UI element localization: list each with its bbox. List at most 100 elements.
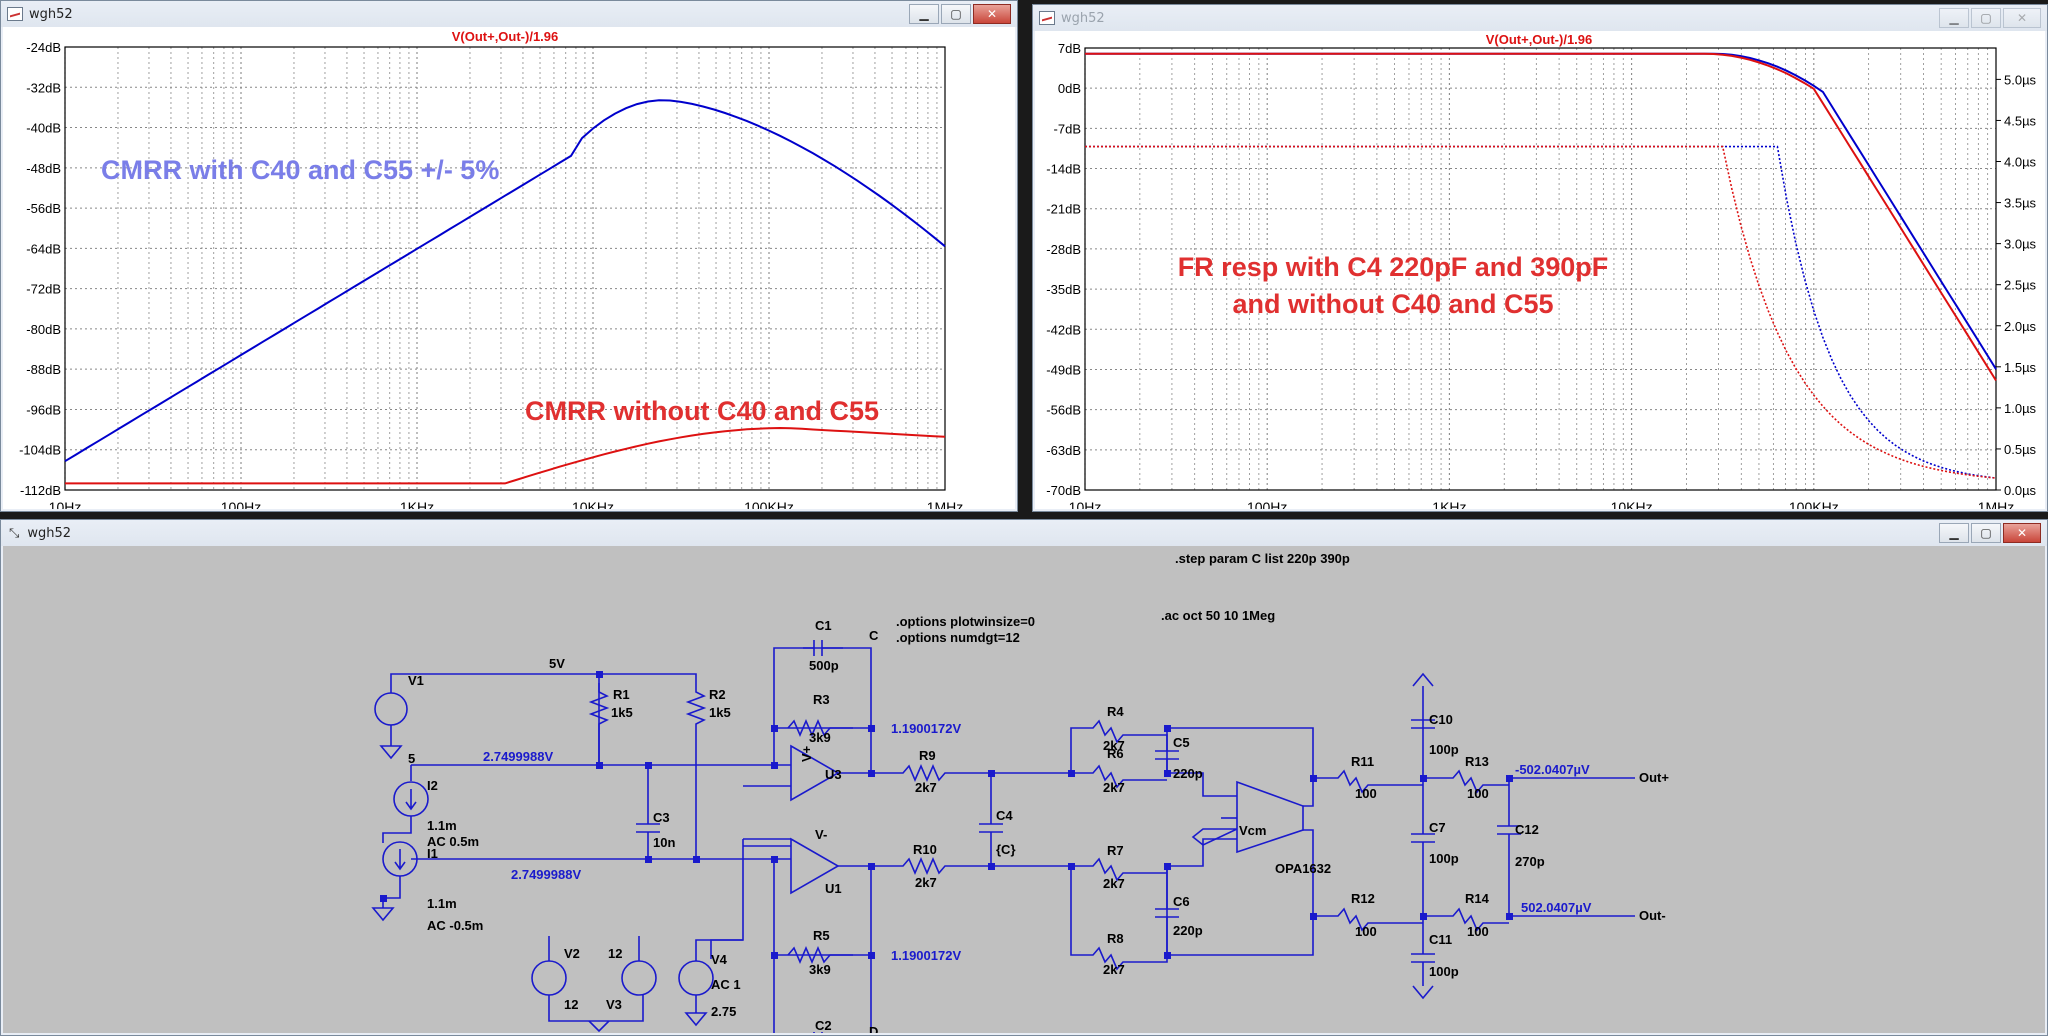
schematic-drawing[interactable]: .step param C list 220p 390p .options pl… — [3, 546, 2045, 1036]
label-C10[interactable]: C10 — [1429, 712, 1453, 727]
trace-title[interactable]: V(Out+,Out-)/1.96 — [1486, 32, 1593, 47]
node-voltage-1[interactable]: 2.7499988V — [483, 749, 553, 764]
value-R3[interactable]: 3k9 — [809, 730, 831, 745]
directive-ac[interactable]: .ac oct 50 10 1Meg — [1161, 608, 1275, 623]
plot-canvas[interactable]: V(Out+,Out-)/1.96 -24dB -32dB -40dB -48dB -5… — [3, 27, 1015, 515]
trace-mag-220p[interactable] — [1085, 52, 1997, 370]
node-voltage-outp[interactable]: -502.0407µV — [1515, 762, 1590, 777]
label-C4[interactable]: C4 — [996, 808, 1013, 823]
label-R3[interactable]: R3 — [813, 692, 830, 707]
value-R12[interactable]: 100 — [1355, 924, 1377, 939]
label-C11[interactable]: C11 — [1429, 932, 1452, 947]
trace-delay-220p[interactable] — [1085, 145, 1997, 479]
label-V4[interactable]: V4 — [711, 952, 728, 967]
maximize-button[interactable]: ▢ — [1971, 523, 2001, 543]
label-V1[interactable]: V1 — [408, 673, 424, 688]
label-Vminus[interactable]: V- — [815, 827, 827, 842]
trace-mag-390p[interactable] — [1085, 52, 1997, 382]
node-voltage-outn[interactable]: 502.0407µV — [1521, 900, 1592, 915]
node-voltage-2[interactable]: 2.7499988V — [511, 867, 581, 882]
directive-options-plotwinsize[interactable]: .options plotwinsize=0 — [896, 614, 1035, 629]
maximize-button[interactable]: ▢ — [1971, 8, 2001, 28]
plot-window-cmrr[interactable]: wgh52 ▁ ▢ ✕ V(Out+,Out-)/1.96 -24dB -32dB… — [0, 0, 1018, 515]
label-U1[interactable]: U1 — [825, 881, 842, 896]
value-R5[interactable]: 3k9 — [809, 962, 831, 977]
label-R1[interactable]: R1 — [613, 687, 630, 702]
maximize-button[interactable]: ▢ — [941, 4, 971, 24]
label-C12[interactable]: C12 — [1515, 822, 1539, 837]
label-R13[interactable]: R13 — [1465, 754, 1489, 769]
net-label-D[interactable]: D — [869, 1024, 878, 1036]
value-R6[interactable]: 2k7 — [1103, 780, 1125, 795]
net-label-C[interactable]: C — [869, 628, 879, 643]
minimize-button[interactable]: ▁ — [1939, 8, 1969, 28]
label-R10[interactable]: R10 — [913, 842, 937, 857]
value-R14[interactable]: 100 — [1467, 924, 1489, 939]
value-C5[interactable]: 220p — [1173, 766, 1203, 781]
label-V3[interactable]: V3 — [606, 997, 622, 1012]
value-R1[interactable]: 1k5 — [611, 705, 633, 720]
value-R7[interactable]: 2k7 — [1103, 876, 1125, 891]
title-bar[interactable]: wgh52 ▁ ▢ ✕ — [1033, 5, 2047, 31]
label-R12[interactable]: R12 — [1351, 891, 1375, 906]
label-R9[interactable]: R9 — [919, 748, 936, 763]
label-R5[interactable]: R5 — [813, 928, 830, 943]
value-V2[interactable]: 12 — [564, 997, 578, 1012]
schematic-window[interactable]: ⤡ wgh52 ▁ ▢ ✕ — [0, 519, 2048, 1036]
trace-title[interactable]: V(Out+,Out-)/1.96 — [452, 29, 559, 44]
label-C3[interactable]: C3 — [653, 810, 670, 825]
label-net-5V[interactable]: 5V — [549, 656, 565, 671]
schematic-canvas[interactable]: .step param C list 220p 390p .options pl… — [3, 546, 2045, 1036]
value-R11[interactable]: 100 — [1355, 786, 1377, 801]
plot-canvas[interactable]: V(Out+,Out-)/1.96 7dB 0dB -7dB -14dB -21dB -2… — [1035, 31, 2045, 515]
ac-I2[interactable]: AC 0.5m — [427, 834, 479, 849]
label-C2[interactable]: C2 — [815, 1018, 832, 1033]
label-C1[interactable]: C1 — [815, 618, 832, 633]
ac-I1[interactable]: AC -0.5m — [427, 918, 483, 933]
value-V3[interactable]: 12 — [608, 946, 622, 961]
value-C3[interactable]: 10n — [653, 835, 675, 850]
value-V4[interactable]: 2.75 — [711, 1004, 736, 1019]
value-C1[interactable]: 500p — [809, 658, 839, 673]
port-out-plus[interactable]: Out+ — [1639, 770, 1669, 785]
label-Vplus[interactable]: V+ — [799, 745, 814, 762]
label-C5[interactable]: C5 — [1173, 735, 1190, 750]
label-R2[interactable]: R2 — [709, 687, 726, 702]
value-R10[interactable]: 2k7 — [915, 875, 937, 890]
label-C7[interactable]: C7 — [1429, 820, 1446, 835]
title-bar[interactable]: ⤡ wgh52 ▁ ▢ ✕ — [1, 520, 2047, 546]
value-R8[interactable]: 2k7 — [1103, 962, 1125, 977]
trace-cmrr-with-caps[interactable] — [64, 99, 946, 463]
value-C6[interactable]: 220p — [1173, 923, 1203, 938]
value-R9[interactable]: 2k7 — [915, 780, 937, 795]
value-V1[interactable]: 5 — [408, 751, 415, 766]
value-I1[interactable]: 1.1m — [427, 896, 457, 911]
label-R14[interactable]: R14 — [1465, 891, 1490, 906]
value-R13[interactable]: 100 — [1467, 786, 1489, 801]
label-C6[interactable]: C6 — [1173, 894, 1190, 909]
label-OPA1632[interactable]: OPA1632 — [1275, 861, 1331, 876]
plot-pane[interactable]: V(Out+,Out-)/1.96 -24dB -32dB -40dB -48dB -5… — [3, 27, 1015, 515]
value-C12[interactable]: 270p — [1515, 854, 1545, 869]
node-voltage-out-bottom[interactable]: 1.1900172V — [891, 948, 961, 963]
label-R4[interactable]: R4 — [1107, 704, 1124, 719]
close-button[interactable]: ✕ — [973, 4, 1011, 24]
value-R2[interactable]: 1k5 — [709, 705, 731, 720]
close-button[interactable]: ✕ — [2003, 8, 2041, 28]
plot-pane[interactable]: V(Out+,Out-)/1.96 7dB 0dB -7dB -14dB -21dB -2… — [1035, 31, 2045, 515]
minimize-button[interactable]: ▁ — [909, 4, 939, 24]
label-V2[interactable]: V2 — [564, 946, 580, 961]
label-R7[interactable]: R7 — [1107, 843, 1124, 858]
plot-window-fr[interactable]: wgh52 ▁ ▢ ✕ V(Out+,Out-)/1.96 7dB 0dB -7dB… — [1032, 4, 2048, 515]
label-I2[interactable]: I2 — [427, 778, 438, 793]
trace-delay-390p[interactable] — [1085, 145, 1997, 479]
node-voltage-out-top[interactable]: 1.1900172V — [891, 721, 961, 736]
value-R4[interactable]: 2k7 — [1103, 738, 1125, 753]
value-C11[interactable]: 100p — [1429, 964, 1459, 979]
label-R11[interactable]: R11 — [1351, 754, 1374, 769]
label-I1[interactable]: I1 — [427, 846, 438, 861]
title-bar[interactable]: wgh52 ▁ ▢ ✕ — [1, 1, 1017, 27]
value-C4[interactable]: {C} — [996, 842, 1016, 857]
directive-step[interactable]: .step param C list 220p 390p — [1175, 551, 1350, 566]
ac-V4[interactable]: AC 1 — [711, 977, 741, 992]
